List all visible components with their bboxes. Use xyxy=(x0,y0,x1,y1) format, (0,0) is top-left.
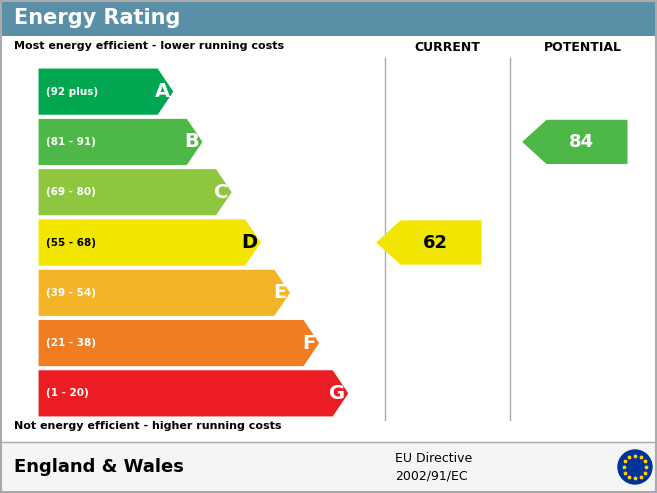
Bar xyxy=(1,1,656,36)
Polygon shape xyxy=(38,370,349,417)
Text: F: F xyxy=(303,334,316,352)
Text: 62: 62 xyxy=(423,234,448,251)
Text: Energy Rating: Energy Rating xyxy=(14,8,181,29)
Text: Most energy efficient - lower running costs: Most energy efficient - lower running co… xyxy=(14,41,284,51)
Polygon shape xyxy=(38,118,203,166)
Text: E: E xyxy=(273,283,286,302)
Text: (21 - 38): (21 - 38) xyxy=(46,338,96,348)
Polygon shape xyxy=(38,319,320,367)
Text: CURRENT: CURRENT xyxy=(414,41,480,54)
Text: 2002/91/EC: 2002/91/EC xyxy=(395,469,468,483)
Text: G: G xyxy=(329,384,345,403)
Text: A: A xyxy=(155,82,170,101)
Text: Not energy efficient - higher running costs: Not energy efficient - higher running co… xyxy=(14,421,281,431)
Text: EU Directive: EU Directive xyxy=(395,452,472,464)
Polygon shape xyxy=(38,169,233,216)
Text: (1 - 20): (1 - 20) xyxy=(46,388,89,398)
Text: (92 plus): (92 plus) xyxy=(46,87,98,97)
Text: B: B xyxy=(185,133,199,151)
Text: (39 - 54): (39 - 54) xyxy=(46,288,96,298)
Text: (81 - 91): (81 - 91) xyxy=(46,137,96,147)
Text: 84: 84 xyxy=(569,133,594,151)
Bar xyxy=(1,442,656,492)
Polygon shape xyxy=(38,219,261,266)
Text: (69 - 80): (69 - 80) xyxy=(46,187,96,197)
Polygon shape xyxy=(38,269,290,317)
Polygon shape xyxy=(38,68,174,115)
Text: C: C xyxy=(214,183,229,202)
Text: POTENTIAL: POTENTIAL xyxy=(544,41,622,54)
Polygon shape xyxy=(522,120,627,164)
Polygon shape xyxy=(376,220,482,265)
Text: (55 - 68): (55 - 68) xyxy=(46,238,96,247)
Text: D: D xyxy=(241,233,258,252)
Circle shape xyxy=(618,450,652,484)
Text: England & Wales: England & Wales xyxy=(14,458,184,476)
